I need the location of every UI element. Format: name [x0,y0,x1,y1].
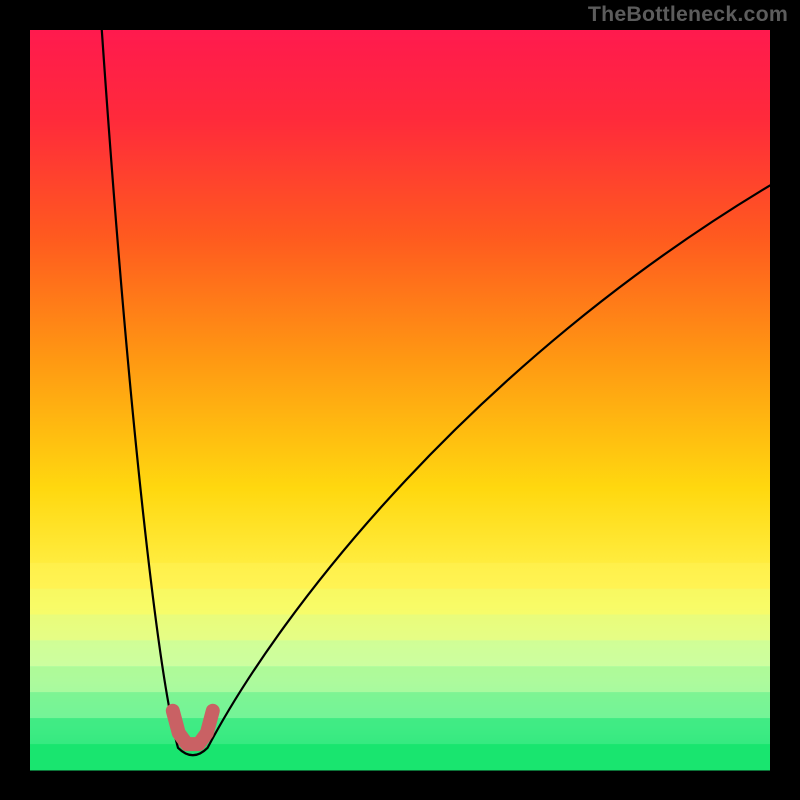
bottleneck-chart [0,0,800,800]
stripe-band [30,666,770,692]
stripe-band [30,589,770,615]
stripe-band [30,744,770,770]
stripe-band [30,718,770,744]
stripe-band [30,641,770,667]
stripe-band [30,615,770,641]
stripe-band [30,692,770,718]
chart-stage: TheBottleneck.com [0,0,800,800]
stripe-band [30,563,770,589]
